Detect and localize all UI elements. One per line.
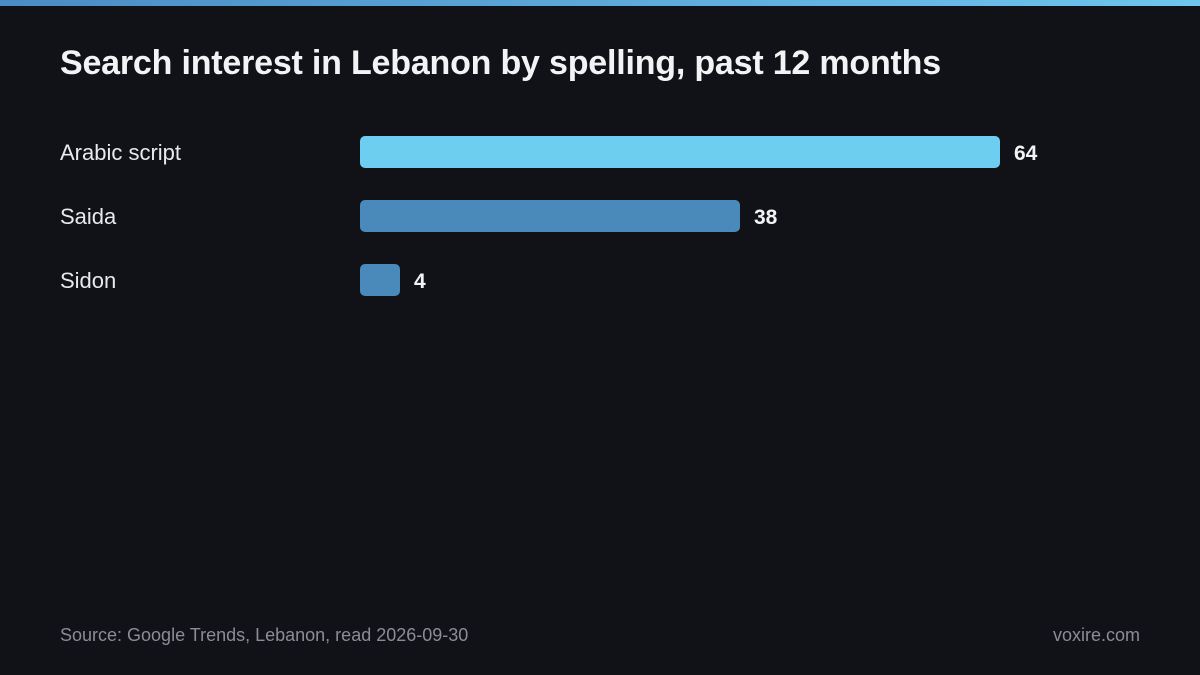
source-note: Source: Google Trends, Lebanon, read 202…: [60, 625, 469, 645]
chart-title: Search interest in Lebanon by spelling, …: [60, 44, 941, 82]
bar: [360, 264, 400, 296]
category-label: Arabic script: [60, 140, 181, 165]
category-label: Sidon: [60, 268, 116, 293]
bar: [360, 136, 1000, 168]
value-label: 64: [1014, 142, 1038, 165]
bar: [360, 200, 740, 232]
value-label: 4: [414, 270, 426, 293]
value-label: 38: [754, 206, 778, 229]
top-accent-stripe: [0, 0, 1200, 6]
brand-link[interactable]: voxire.com: [1052, 625, 1140, 645]
category-label: Saida: [60, 204, 117, 229]
